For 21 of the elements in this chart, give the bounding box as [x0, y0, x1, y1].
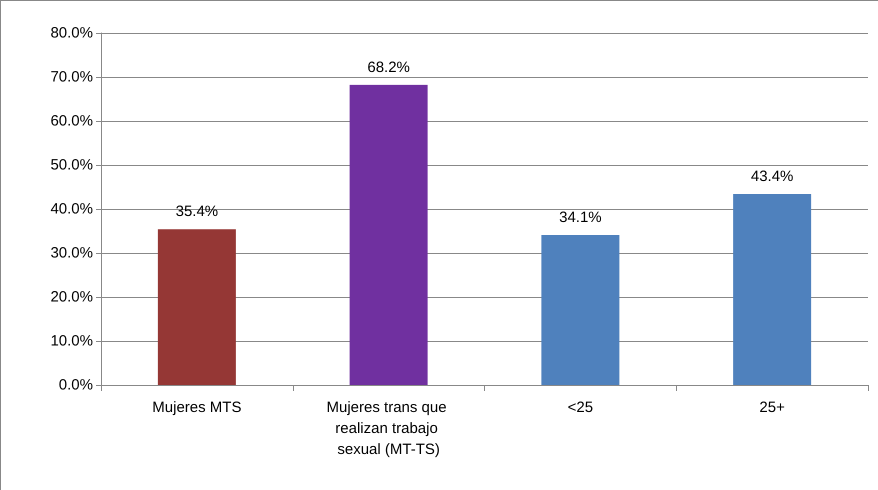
x-tick-label: Mujeres trans que realizan trabajo sexual (MT-TS)	[326, 399, 451, 458]
data-label: 35.4%	[176, 203, 218, 220]
data-label: 43.4%	[750, 168, 794, 186]
data-label: 34.1%	[559, 208, 602, 226]
y-tick-label: 70.0%	[50, 68, 93, 86]
y-tick-label: 20.0%	[50, 288, 93, 306]
x-tick-label: <25	[568, 399, 594, 416]
y-tick-label: 40.0%	[50, 200, 93, 218]
x-tick-label: Mujeres MTS	[152, 399, 242, 416]
bar	[350, 84, 428, 385]
data-label: 68.2%	[367, 58, 410, 76]
bar	[158, 229, 236, 385]
x-tick-label: 25+	[759, 399, 786, 416]
y-tick-label: 30.0%	[50, 244, 93, 262]
y-tick-label: 50.0%	[50, 156, 93, 174]
bar	[733, 194, 812, 385]
y-tick-label: 0.0%	[58, 376, 93, 394]
y-tick-label: 60.0%	[50, 112, 93, 130]
y-tick-label: 10.0%	[50, 332, 93, 350]
bar	[541, 234, 620, 385]
y-tick-label: 80.0%	[50, 24, 93, 42]
